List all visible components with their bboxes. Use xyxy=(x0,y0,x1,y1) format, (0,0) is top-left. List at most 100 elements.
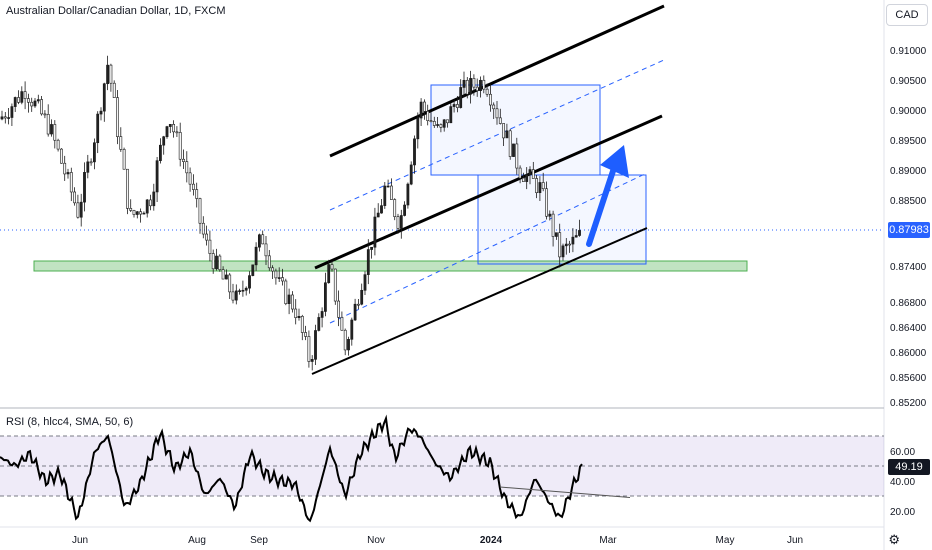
candle-body xyxy=(248,275,251,289)
candle-body xyxy=(10,106,14,118)
candle-body xyxy=(36,99,40,102)
candle-body xyxy=(442,119,446,128)
candle-body xyxy=(129,208,133,211)
candle-body xyxy=(139,211,143,215)
candle-body xyxy=(502,123,506,139)
candle-body xyxy=(122,149,126,170)
candle-body xyxy=(323,282,327,312)
candle-body xyxy=(376,212,380,218)
candle-body xyxy=(571,236,575,245)
candle-body xyxy=(281,277,284,282)
candle-body xyxy=(59,148,63,164)
candle-body xyxy=(389,185,393,200)
candle-body xyxy=(221,269,225,280)
y-tick-label: 0.89500 xyxy=(890,136,927,147)
y-tick-label: 0.85200 xyxy=(890,398,927,409)
candle-body xyxy=(426,111,430,121)
candle-body xyxy=(396,216,400,229)
x-tick-label: Mar xyxy=(599,535,617,546)
candle-body xyxy=(109,64,113,84)
candle-body xyxy=(330,264,334,270)
candle-body xyxy=(218,255,222,270)
last-price-tag: 0.87983 xyxy=(888,222,930,238)
y-tick-label: 0.86800 xyxy=(890,298,927,309)
candle-body xyxy=(182,158,185,162)
candle-body xyxy=(0,116,4,120)
candle-body xyxy=(535,178,539,194)
candle-body xyxy=(142,212,146,215)
rsi-line xyxy=(0,414,583,523)
candle-body xyxy=(406,183,410,206)
candle-body xyxy=(337,300,341,318)
candle-body xyxy=(56,139,60,150)
candle-body xyxy=(244,287,248,291)
candle-body xyxy=(538,182,542,194)
candle-body xyxy=(356,303,360,306)
candle-body xyxy=(436,124,440,126)
candle-body xyxy=(422,101,426,112)
rsi-y-tick-label: 60.00 xyxy=(890,447,915,458)
settings-gear-icon[interactable]: ⚙ xyxy=(888,532,900,547)
candle-body xyxy=(416,117,420,140)
rsi-value-tag: 49.19 xyxy=(888,459,930,475)
candle-body xyxy=(135,211,139,215)
candle-body xyxy=(201,222,205,235)
support-zone xyxy=(33,260,748,272)
candle-body xyxy=(17,97,20,103)
currency-badge[interactable]: CAD xyxy=(886,4,928,26)
candle-body xyxy=(290,294,294,310)
candle-body xyxy=(492,104,496,110)
candle-body xyxy=(525,174,529,182)
y-tick-label: 0.86000 xyxy=(890,348,927,359)
candle-body xyxy=(234,290,238,301)
y-tick-label: 0.85600 xyxy=(890,373,927,384)
channel-bottom-line xyxy=(311,227,648,375)
candle-body xyxy=(185,161,189,174)
x-tick-label: Nov xyxy=(367,535,385,546)
candle-body xyxy=(561,245,565,258)
candle-body xyxy=(175,131,179,134)
x-tick-label: May xyxy=(716,535,735,546)
candle-body xyxy=(482,79,486,90)
candle-body xyxy=(162,136,166,146)
candle-body xyxy=(551,213,555,237)
candle-body xyxy=(96,113,100,144)
candle-body xyxy=(340,317,344,331)
candle-body xyxy=(165,126,169,138)
candle-body xyxy=(89,161,93,164)
candle-body xyxy=(327,264,331,284)
x-tick-label: Aug xyxy=(188,535,206,546)
candle-body xyxy=(446,119,449,124)
candle-body xyxy=(149,199,152,207)
candle-body xyxy=(314,330,317,360)
candle-body xyxy=(178,132,182,160)
candle-body xyxy=(195,189,199,199)
candle-body xyxy=(126,168,129,209)
candle-body xyxy=(472,78,476,88)
candle-body xyxy=(320,311,324,318)
candle-body xyxy=(488,93,492,106)
candle-body xyxy=(53,124,57,141)
candle-body xyxy=(287,294,291,305)
candle-body xyxy=(106,64,110,85)
candle-body xyxy=(228,274,232,293)
projection-arrow-shaft xyxy=(586,165,617,247)
candle-body xyxy=(574,235,578,238)
candle-body xyxy=(267,255,271,269)
candle-body xyxy=(152,191,156,207)
candle-body xyxy=(455,104,459,108)
candle-body xyxy=(7,117,11,119)
candle-body xyxy=(254,246,258,266)
candle-body xyxy=(518,167,522,179)
candle-body xyxy=(558,232,562,258)
candle-body xyxy=(231,291,235,301)
candle-body xyxy=(449,106,453,124)
candle-body xyxy=(168,124,172,127)
y-tick-label: 0.87400 xyxy=(890,262,927,273)
candle-body xyxy=(172,124,176,133)
candle-body xyxy=(192,183,195,190)
candle-body xyxy=(465,79,469,95)
rsi-title: RSI (8, hlcc4, SMA, 50, 6) xyxy=(6,416,134,428)
candle-body xyxy=(99,110,103,115)
